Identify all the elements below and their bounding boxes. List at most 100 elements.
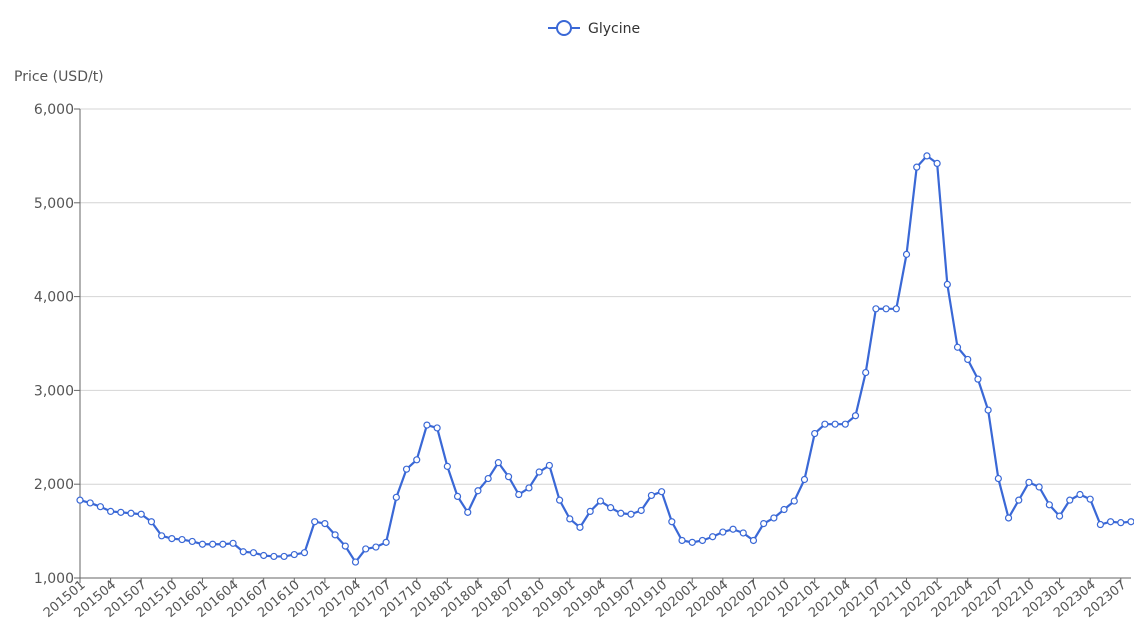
data-point[interactable] (362, 545, 370, 553)
data-point[interactable] (882, 305, 890, 313)
data-point[interactable] (668, 518, 676, 526)
data-point[interactable] (198, 540, 207, 548)
data-point[interactable] (545, 461, 553, 470)
data-point[interactable] (658, 488, 666, 496)
data-point[interactable] (392, 493, 400, 501)
data-point[interactable] (484, 474, 492, 483)
data-point[interactable] (158, 532, 166, 540)
data-point[interactable] (117, 508, 125, 516)
data-point[interactable] (729, 525, 737, 533)
data-point[interactable] (107, 507, 115, 516)
data-point[interactable] (341, 542, 349, 550)
data-point[interactable] (209, 540, 217, 548)
data-point[interactable] (188, 537, 196, 546)
data-point[interactable] (433, 424, 441, 432)
data-point[interactable] (841, 420, 849, 428)
data-point[interactable] (351, 558, 360, 566)
data-point[interactable] (586, 507, 594, 516)
data-point[interactable] (453, 492, 462, 500)
data-point[interactable] (372, 543, 380, 551)
data-point[interactable] (555, 496, 564, 504)
data-point[interactable] (953, 343, 962, 351)
data-point[interactable] (270, 552, 278, 561)
data-point[interactable] (147, 518, 156, 526)
data-point[interactable] (688, 538, 696, 546)
data-point[interactable] (902, 250, 911, 258)
data-point[interactable] (1035, 483, 1043, 491)
data-point[interactable] (607, 504, 615, 512)
data-point[interactable] (780, 505, 788, 514)
data-point[interactable] (576, 523, 584, 531)
data-point[interactable] (96, 503, 105, 511)
data-point[interactable] (1106, 518, 1115, 526)
data-point[interactable] (443, 462, 451, 470)
data-point[interactable] (178, 535, 186, 544)
data-point[interactable] (566, 515, 574, 523)
data-point[interactable] (127, 509, 135, 517)
data-point[interactable] (892, 305, 900, 313)
data-point[interactable] (617, 509, 625, 517)
data-point[interactable] (525, 484, 533, 492)
data-point[interactable] (311, 518, 319, 526)
data-point[interactable] (862, 368, 870, 377)
data-point[interactable] (994, 474, 1002, 483)
data-point[interactable] (290, 550, 298, 559)
data-point[interactable] (851, 412, 860, 420)
data-point[interactable] (800, 475, 809, 484)
data-point[interactable] (474, 487, 482, 495)
data-point[interactable] (402, 465, 411, 473)
data-point[interactable] (494, 459, 502, 467)
data-point[interactable] (86, 499, 94, 507)
data-point[interactable] (239, 548, 247, 556)
data-point[interactable] (300, 549, 309, 557)
data-point[interactable] (76, 496, 84, 504)
data-point[interactable] (923, 152, 931, 160)
data-point[interactable] (1096, 520, 1104, 529)
data-point[interactable] (535, 468, 543, 476)
data-point[interactable] (709, 533, 717, 541)
data-point[interactable] (974, 375, 982, 383)
data-point[interactable] (504, 473, 513, 481)
data-point[interactable] (260, 551, 268, 560)
data-point[interactable] (1015, 496, 1023, 504)
data-point[interactable] (984, 406, 992, 414)
data-point[interactable] (219, 540, 227, 548)
data-point[interactable] (229, 539, 237, 547)
data-point[interactable] (1055, 512, 1064, 520)
data-point[interactable] (1045, 501, 1053, 509)
data-point[interactable] (1004, 514, 1013, 522)
data-point[interactable] (739, 529, 747, 537)
data-point[interactable] (1117, 519, 1125, 527)
data-point[interactable] (933, 159, 941, 168)
data-point[interactable] (1076, 490, 1084, 499)
data-point[interactable] (943, 280, 951, 289)
data-point[interactable] (760, 519, 768, 528)
data-point[interactable] (770, 514, 778, 522)
legend[interactable]: Glycine (548, 20, 640, 37)
data-point[interactable] (1127, 518, 1134, 526)
data-point[interactable] (698, 536, 707, 545)
data-point[interactable] (811, 429, 819, 438)
data-point[interactable] (1025, 478, 1033, 486)
data-point[interactable] (1086, 495, 1094, 503)
data-point[interactable] (423, 421, 431, 429)
data-point[interactable] (515, 490, 523, 499)
data-point[interactable] (821, 420, 829, 428)
data-point[interactable] (678, 536, 686, 545)
data-point[interactable] (464, 508, 472, 516)
data-point[interactable] (831, 420, 839, 428)
data-point[interactable] (249, 549, 258, 557)
data-point[interactable] (647, 491, 656, 500)
data-point[interactable] (872, 305, 880, 313)
data-point[interactable] (627, 510, 635, 518)
data-point[interactable] (596, 497, 604, 505)
data-point[interactable] (1066, 496, 1074, 504)
data-point[interactable] (637, 506, 645, 515)
data-point[interactable] (964, 355, 972, 364)
data-point[interactable] (321, 519, 329, 528)
data-point[interactable] (137, 510, 145, 518)
data-point[interactable] (719, 528, 727, 536)
data-point[interactable] (413, 456, 421, 464)
data-point[interactable] (913, 163, 921, 171)
data-point[interactable] (749, 536, 758, 545)
